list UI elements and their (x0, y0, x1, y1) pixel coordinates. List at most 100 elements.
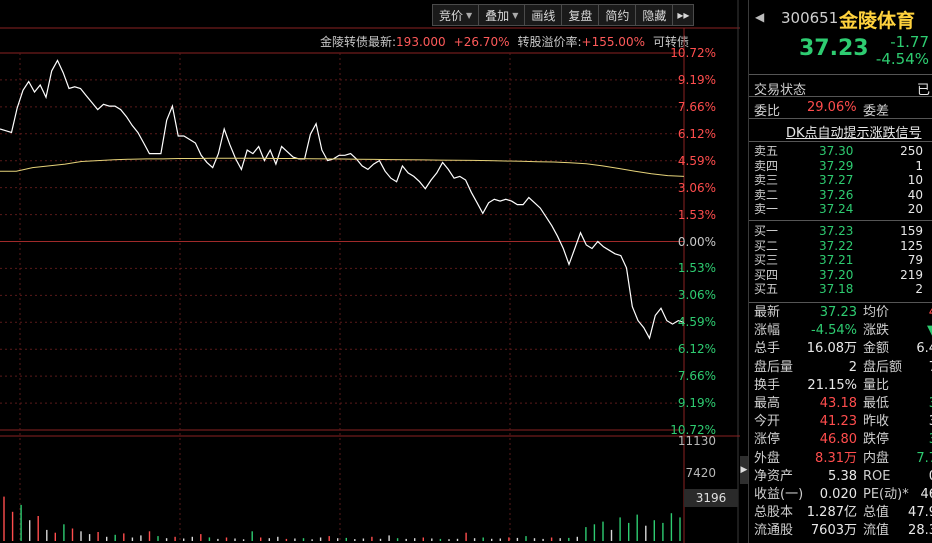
bids-qty: 219 (900, 267, 923, 282)
convert-link[interactable]: 可转债 (652, 35, 689, 49)
asks-level-1[interactable]: 卖五 37.30 250 (749, 144, 932, 158)
stat-value: 3 (929, 431, 932, 449)
stat-label: 金额 (863, 341, 890, 357)
bids-level-1[interactable]: 买一 37.23 159 (749, 224, 932, 238)
stat-value: 28.3 (908, 523, 932, 539)
y-axis-pct-label: 3.06% (677, 180, 716, 195)
toolbar-button-label: 叠加 (485, 8, 510, 23)
stat-value: 3 (929, 395, 932, 413)
asks-price: 37.24 (819, 202, 854, 217)
asks-price: 37.30 (819, 144, 854, 158)
y-axis-pct-label: 9.19% (677, 396, 716, 411)
asks-level-2[interactable]: 卖四 37.29 1 (749, 159, 932, 173)
stat-label: 量比 (863, 377, 890, 393)
current-volume-value: 3196 (684, 489, 738, 507)
stat-value: 5.38 (828, 468, 857, 484)
prev-stock-icon[interactable]: ◀ (755, 10, 765, 24)
divider (749, 96, 932, 97)
asks-level-5[interactable]: 卖一 37.24 20 (749, 202, 932, 216)
asks-label: 卖一 (754, 202, 779, 217)
asks-level-4[interactable]: 卖二 37.26 40 (749, 188, 932, 202)
dk-signal-link[interactable]: DK点自动提示涨跌信号 (786, 126, 922, 141)
asks-label: 卖三 (754, 173, 779, 188)
stat-value: 46.80 (819, 432, 857, 448)
stat-value: 0 (929, 468, 932, 486)
stock-change-block: -1.77 -4.54% (876, 34, 929, 68)
y-axis-pct-label: 10.72% (670, 46, 716, 60)
premium-label: 转股溢价率: (517, 35, 582, 49)
stat-value: 16.08万 (806, 341, 857, 357)
stat-row: 净资产 5.38 ROE 0 (749, 468, 932, 486)
bids-qty: 79 (907, 253, 923, 268)
chart-toolbar: 竞价 ▼ 叠加 ▼ 画线 复盘 简约 隐藏 ▸▸ (432, 4, 695, 26)
volume-axis-label: 7420 (685, 466, 716, 480)
dropdown-caret-icon: ▼ (512, 10, 519, 20)
stock-change-pct: -4.54% (875, 50, 929, 68)
stat-row: 收益(一) 0.020 PE(动)* 46 (749, 486, 932, 504)
bids-qty: 2 (915, 282, 923, 297)
panel-collapse-handle[interactable]: ▶ (740, 456, 748, 484)
stat-row: 涨停 46.80 跌停 3 (749, 431, 932, 449)
stat-label: 总手 (754, 341, 781, 357)
asks-level-3[interactable]: 卖三 37.27 10 (749, 173, 932, 187)
y-axis-pct-label: 1.53% (677, 207, 716, 222)
divider (749, 74, 932, 75)
order-ratio-label: 委比 (754, 104, 781, 119)
stat-label: 今开 (754, 414, 781, 430)
y-axis-pct-label: 3.06% (677, 288, 716, 303)
stat-label: 最低 (863, 396, 890, 411)
asks-label: 卖四 (754, 158, 779, 173)
bids-level-3[interactable]: 买三 37.21 79 (749, 253, 932, 267)
asks-qty: 40 (907, 187, 923, 202)
intraday-chart[interactable] (0, 0, 740, 543)
bids-level-5[interactable]: 买五 37.18 2 (749, 282, 932, 296)
stat-label: ROE (863, 468, 891, 484)
toolbar-button-label: 画线 (531, 8, 556, 23)
trade-status-label: 交易状态 (754, 83, 807, 98)
toolbar-button-2[interactable]: 画线 (524, 4, 563, 26)
asks-label: 卖二 (754, 187, 779, 202)
stat-label: 换手 (754, 377, 781, 393)
stat-label: 最高 (754, 396, 781, 411)
toolbar-button-3[interactable]: 复盘 (561, 4, 600, 26)
bids-price: 37.22 (819, 238, 854, 253)
stat-value: 21.15% (807, 377, 857, 393)
order-ratio-value: 29.06% (807, 100, 857, 115)
stat-label: 盘后额 (863, 359, 903, 375)
asks-price: 37.27 (819, 173, 854, 188)
stat-value: -4.54% (811, 323, 857, 339)
stat-label: 净资产 (754, 468, 794, 484)
dropdown-caret-icon: ▼ (466, 10, 473, 20)
asks-price: 37.26 (819, 187, 854, 202)
toolbar-button-1[interactable]: 叠加 ▼ (478, 4, 526, 26)
bond-price-label: 金陵转债最新: (320, 35, 397, 49)
bond-price: 193.000 (396, 35, 446, 49)
stat-value: 7603万 (810, 523, 857, 539)
y-axis-pct-label: 6.12% (677, 342, 716, 357)
stat-label: 跌停 (863, 432, 890, 448)
stat-label: 涨幅 (754, 323, 781, 339)
bids-level-4[interactable]: 买四 37.20 219 (749, 268, 932, 282)
stat-row: 最高 43.18 最低 3 (749, 395, 932, 413)
stat-label: 总值 (863, 505, 890, 521)
stat-value: ▼ (927, 322, 932, 340)
bond-change: +26.70% (453, 35, 510, 49)
y-axis-pct-label: 7.66% (677, 99, 716, 114)
stat-value: 4 (929, 304, 932, 322)
stat-label: PE(动)* (863, 487, 909, 502)
bids-label: 买四 (754, 267, 779, 282)
stat-row: 盘后量 2 盘后额 7 (749, 359, 932, 377)
asks-label: 卖五 (754, 144, 779, 158)
bids-level-2[interactable]: 买二 37.22 125 (749, 239, 932, 253)
y-axis-pct-label: 1.53% (677, 261, 716, 276)
trade-status-value: 已 (916, 83, 930, 98)
stat-value: 2 (848, 359, 857, 375)
stock-code: 300651 (781, 9, 839, 27)
stat-value: 0.020 (819, 487, 857, 502)
bids-price: 37.18 (819, 282, 854, 297)
stat-label: 涨停 (754, 432, 781, 448)
divider (749, 302, 932, 303)
stat-value: 41.23 (819, 414, 857, 430)
toolbar-more-button[interactable]: ▸▸ (672, 4, 695, 26)
